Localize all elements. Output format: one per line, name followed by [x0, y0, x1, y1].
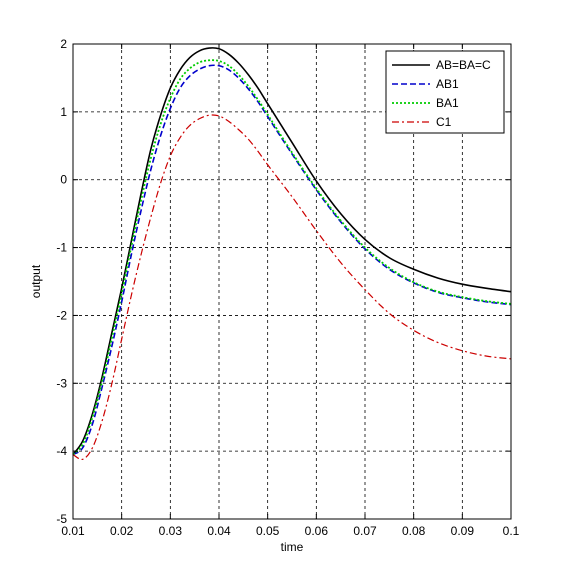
y-tick-label: 0 — [60, 173, 67, 187]
y-tick-label: -4 — [56, 444, 67, 458]
x-tick-label: 0.02 — [110, 524, 134, 538]
series-line-c1 — [72, 114, 512, 461]
x-tick-label: 0.09 — [451, 524, 475, 538]
x-tick-label: 0.07 — [353, 524, 377, 538]
y-tick-label: -5 — [56, 512, 67, 526]
y-tick-label: -3 — [56, 376, 67, 390]
x-tick-label: 0.03 — [159, 524, 183, 538]
y-tick-label: 2 — [60, 37, 67, 51]
legend-entry: C1 — [436, 115, 452, 129]
x-tick-label: 0.01 — [61, 524, 85, 538]
legend-entry: BA1 — [436, 96, 459, 110]
legend: AB=BA=C AB1 BA1 C1 — [385, 50, 505, 134]
x-tick-label: 0.05 — [256, 524, 280, 538]
plot-frame — [72, 43, 512, 520]
x-tick-label: 0.04 — [207, 524, 231, 538]
series-line-ba1 — [72, 59, 512, 456]
y-tick-label: -2 — [56, 308, 67, 322]
x-tick-label: 0.08 — [402, 524, 426, 538]
y-axis-label: output — [29, 264, 43, 298]
x-tick-label: 0.06 — [305, 524, 329, 538]
x-tick-label: 0.1 — [503, 524, 520, 538]
x-axis-ticks: 0.01 0.02 0.03 0.04 0.05 0.06 0.07 0.08 0.09 0.1 — [61, 44, 520, 538]
legend-entry: AB1 — [436, 77, 459, 91]
x-axis-label: time — [281, 540, 304, 554]
y-tick-label: -1 — [56, 241, 67, 255]
series-line-ab1 — [72, 64, 512, 456]
y-tick-label: 1 — [60, 105, 67, 119]
legend-entry: AB=BA=C — [436, 58, 491, 72]
y-axis-ticks: -5 -4 -3 -2 -1 0 1 2 — [56, 37, 511, 526]
